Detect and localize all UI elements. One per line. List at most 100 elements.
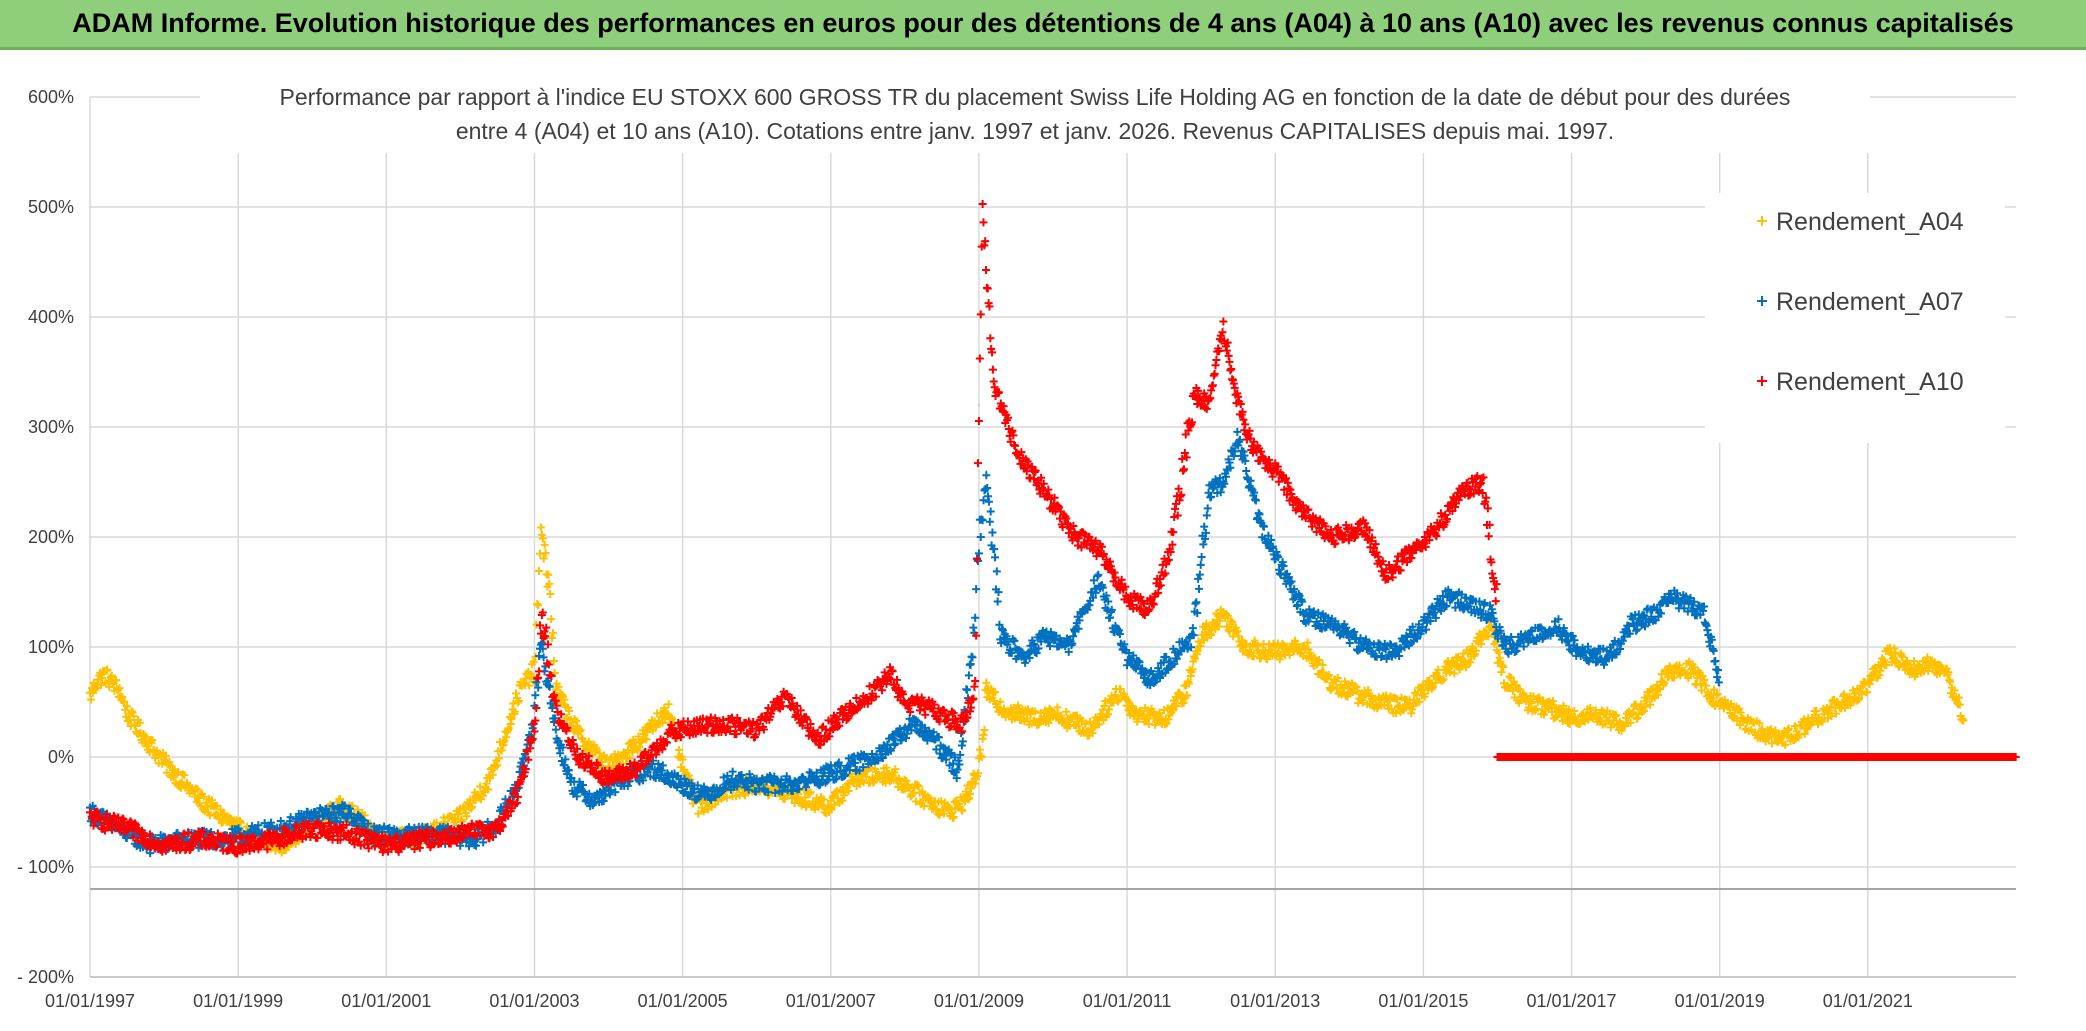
data-point <box>984 497 993 506</box>
anchor-point <box>1185 690 1187 692</box>
anchor-point <box>1704 613 1706 615</box>
data-point <box>507 714 516 723</box>
data-point <box>161 751 170 760</box>
data-point <box>728 767 737 776</box>
data-point <box>166 761 175 770</box>
x-tick-label: 01/01/2009 <box>934 991 1024 1011</box>
data-point <box>1862 688 1871 697</box>
data-point <box>103 665 112 674</box>
data-point <box>993 597 1002 606</box>
data-point <box>1188 624 1197 633</box>
data-point <box>86 695 95 704</box>
data-point <box>819 795 828 804</box>
data-point <box>560 695 569 704</box>
data-point <box>497 746 506 755</box>
data-point <box>966 660 975 669</box>
data-point <box>595 749 604 758</box>
grid <box>89 96 2016 978</box>
x-tick-label: 01/01/2015 <box>1378 991 1468 1011</box>
data-point <box>1200 522 1209 531</box>
data-point <box>462 812 471 821</box>
data-point <box>514 696 523 705</box>
data-point <box>476 782 485 791</box>
anchor-point <box>978 404 980 406</box>
anchor-point <box>519 789 521 791</box>
data-point <box>546 590 555 599</box>
data-point <box>658 718 667 727</box>
data-point <box>1714 678 1723 687</box>
data-point <box>664 700 673 709</box>
data-point <box>964 671 973 680</box>
data-point <box>1062 707 1071 716</box>
data-point <box>112 676 121 685</box>
data-point <box>838 796 847 805</box>
y-tick-label: - 100% <box>17 857 74 877</box>
anchor-point <box>1652 613 1654 615</box>
data-point <box>1195 570 1204 579</box>
data-point <box>980 726 989 735</box>
data-point <box>986 507 995 516</box>
x-tick-label: 01/01/1999 <box>193 991 283 1011</box>
data-point <box>628 748 637 757</box>
data-point <box>958 737 967 746</box>
data-point <box>801 793 810 802</box>
data-point <box>511 707 520 716</box>
data-point <box>236 818 245 827</box>
data-point <box>545 579 554 588</box>
data-point <box>1497 668 1506 677</box>
data-point <box>968 653 977 662</box>
data-point <box>981 485 990 494</box>
data-point <box>1196 560 1205 569</box>
chart-area: - 200% - 100% 0% 100% 200% 300% 400% 500% 600% 0… <box>0 53 2086 1031</box>
anchor-point <box>1534 635 1535 637</box>
data-point <box>524 667 533 676</box>
performance-chart: - 200%- 100%0%100%200%300%400%500%600% 0… <box>17 75 2020 1011</box>
anchor-point <box>974 690 976 692</box>
data-point <box>1192 598 1201 607</box>
series-layer <box>86 200 2020 858</box>
data-point <box>1505 672 1514 681</box>
x-tick-label: 01/01/2017 <box>1526 991 1616 1011</box>
data-point <box>500 737 509 746</box>
report-title-banner: ADAM Informe. Evolution historique des p… <box>0 0 2086 50</box>
data-point <box>548 629 557 638</box>
anchor-point <box>519 690 521 692</box>
data-point <box>988 528 997 537</box>
data-point <box>504 724 513 733</box>
data-point <box>494 754 503 763</box>
x-tick-label: 01/01/2003 <box>489 991 579 1011</box>
data-point <box>107 671 116 680</box>
data-point <box>1194 574 1203 583</box>
data-point <box>1233 427 1242 436</box>
anchor-point <box>533 668 535 670</box>
data-point <box>535 566 544 575</box>
data-point <box>806 788 815 797</box>
anchor-point <box>1496 602 1498 604</box>
data-point <box>493 761 502 770</box>
data-point <box>115 684 124 693</box>
data-point <box>536 523 545 532</box>
data-point <box>554 682 563 691</box>
x-tick-label: 01/01/2011 <box>1083 991 1172 1011</box>
data-point <box>547 615 556 624</box>
data-point <box>120 697 129 706</box>
data-point <box>539 554 548 563</box>
data-point <box>531 691 540 700</box>
data-point <box>1202 511 1211 520</box>
data-point <box>1713 666 1722 675</box>
data-point <box>544 570 553 579</box>
x-tick-label: 01/01/2013 <box>1230 991 1320 1011</box>
data-point <box>675 745 684 754</box>
data-point <box>1711 657 1720 666</box>
data-point <box>1946 677 1955 686</box>
data-point <box>193 785 202 794</box>
x-axis-ticks: 01/01/1997 01/01/1999 01/01/2001 01/01/2003… <box>45 991 1913 1011</box>
data-point <box>540 540 549 549</box>
data-point <box>551 725 560 734</box>
anchor-point <box>200 800 202 802</box>
data-point <box>741 791 750 800</box>
data-point <box>576 726 585 735</box>
anchor-point <box>971 668 973 670</box>
series-Rendement_A04 <box>86 523 1968 857</box>
data-point <box>694 809 703 818</box>
